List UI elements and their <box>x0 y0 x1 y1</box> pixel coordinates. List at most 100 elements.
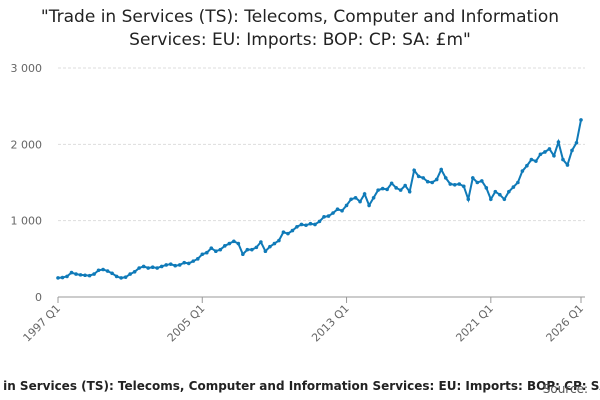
data-point <box>443 176 448 180</box>
data-point <box>137 266 141 270</box>
data-point <box>430 180 435 185</box>
data-point <box>484 186 489 190</box>
data-point <box>250 247 254 252</box>
data-point <box>259 240 263 244</box>
data-point <box>295 224 299 229</box>
data-point <box>543 150 547 154</box>
data-point <box>358 199 362 204</box>
y-tick-label: 1 000 <box>11 215 43 228</box>
data-point <box>344 203 349 208</box>
data-point <box>277 238 281 243</box>
data-point <box>263 249 268 253</box>
data-point <box>69 270 74 275</box>
data-point <box>110 271 114 276</box>
data-point <box>380 186 385 191</box>
data-point <box>470 176 475 180</box>
data-point <box>529 157 534 162</box>
data-point <box>552 153 556 158</box>
data-point <box>520 169 525 173</box>
data-point <box>241 252 245 257</box>
data-point <box>200 252 205 257</box>
data-point <box>214 249 218 253</box>
data-point <box>403 183 407 188</box>
data-point <box>227 241 232 246</box>
data-point <box>123 275 128 279</box>
data-point <box>565 163 570 167</box>
data-point <box>353 195 358 200</box>
y-tick-label: 3 000 <box>11 62 43 75</box>
data-point <box>407 189 412 194</box>
data-point <box>96 268 101 273</box>
data-point <box>394 186 398 190</box>
data-point <box>425 179 430 184</box>
data-point <box>146 266 150 270</box>
data-point <box>177 263 182 267</box>
data-point <box>498 192 502 197</box>
data-point <box>290 228 295 233</box>
footer-title: Trade in Services (TS): Telecoms, Comput… <box>0 379 600 393</box>
data-point <box>516 180 520 185</box>
data-point <box>416 174 421 179</box>
data-point <box>457 182 462 186</box>
data-line <box>57 119 582 279</box>
data-point <box>141 264 146 269</box>
data-point <box>335 207 340 212</box>
data-point <box>155 266 159 270</box>
data-point <box>389 181 394 186</box>
chart-title: "Trade in Services (TS): Telecoms, Compu… <box>40 7 560 50</box>
data-point <box>340 208 344 213</box>
data-point <box>421 176 425 180</box>
data-point <box>65 274 69 279</box>
data-point <box>60 275 65 280</box>
data-point <box>186 261 191 266</box>
data-point <box>168 262 173 266</box>
data-point <box>132 270 137 274</box>
data-point <box>367 203 371 208</box>
data-point <box>191 259 196 263</box>
data-point <box>268 244 272 249</box>
x-tick-label: 2021 Q1 <box>453 302 496 345</box>
data-point <box>204 250 209 255</box>
data-point <box>128 272 132 276</box>
x-tick-label: 2013 Q1 <box>309 302 352 345</box>
data-point <box>223 244 227 248</box>
data-point <box>236 241 241 246</box>
data-point <box>313 222 317 227</box>
data-point <box>466 197 471 202</box>
data-point <box>299 222 304 227</box>
y-tick-label: 2 000 <box>11 138 43 151</box>
data-point <box>439 167 444 172</box>
data-point <box>574 141 579 145</box>
data-point <box>570 148 574 153</box>
data-point <box>272 241 277 246</box>
data-point <box>371 195 376 200</box>
data-point <box>218 247 223 252</box>
data-point <box>480 179 484 183</box>
data-point <box>448 182 453 186</box>
data-point <box>195 257 200 261</box>
data-point <box>232 239 236 244</box>
data-point <box>304 223 308 228</box>
data-point <box>281 230 286 234</box>
data-point <box>493 189 498 194</box>
data-point <box>412 168 416 173</box>
data-point <box>547 147 552 151</box>
data-point <box>556 140 561 144</box>
data-point <box>561 157 565 162</box>
data-point <box>398 188 403 192</box>
data-point <box>525 163 529 168</box>
data-point <box>56 276 60 280</box>
data-point <box>245 247 250 252</box>
data-point <box>461 184 466 189</box>
data-point <box>452 182 457 187</box>
x-tick-label: 2026 Q1 <box>544 302 587 345</box>
data-point <box>74 272 78 276</box>
data-point <box>119 276 123 280</box>
data-point <box>286 231 290 236</box>
data-point <box>254 245 259 250</box>
data-point <box>489 197 493 202</box>
data-point <box>376 188 380 192</box>
data-point <box>385 187 389 192</box>
x-tick-label: 2005 Q1 <box>165 302 208 345</box>
